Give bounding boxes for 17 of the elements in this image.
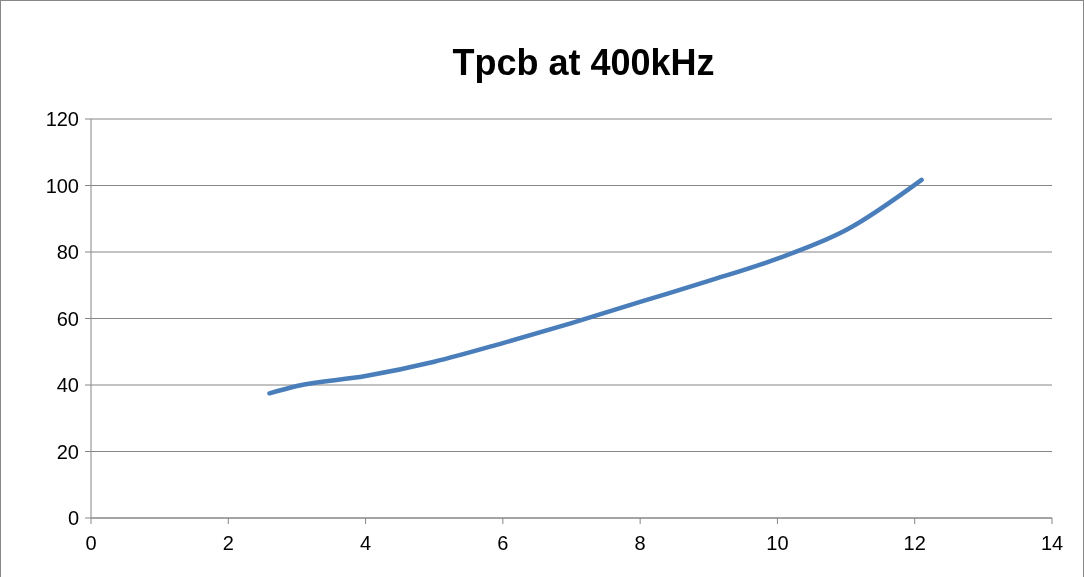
x-tick-label: 10 bbox=[766, 532, 789, 554]
y-tick-label: 60 bbox=[56, 307, 79, 330]
x-tick-label: 12 bbox=[903, 532, 926, 554]
y-tick-label: 20 bbox=[56, 440, 79, 463]
y-tick-label: 120 bbox=[45, 108, 79, 130]
line-series bbox=[267, 177, 924, 396]
x-tick-label: 0 bbox=[85, 532, 97, 554]
y-tick-label: 40 bbox=[56, 374, 79, 396]
x-tick-label: 14 bbox=[1040, 532, 1064, 554]
x-tick-label: 2 bbox=[222, 532, 234, 554]
y-tick-label: 0 bbox=[67, 507, 79, 529]
y-tick-label: 100 bbox=[45, 174, 79, 197]
x-tick-label: 4 bbox=[360, 532, 372, 554]
y-tick-label: 80 bbox=[56, 241, 79, 263]
chart-title: Tpcb at 400kHz bbox=[452, 42, 715, 83]
x-tick-label: 8 bbox=[634, 532, 646, 554]
x-tick-label: 6 bbox=[497, 532, 509, 554]
